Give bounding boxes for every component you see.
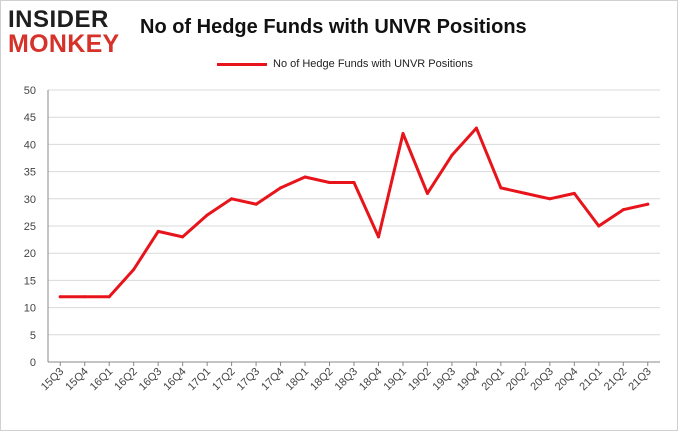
data-point	[523, 191, 527, 195]
x-tick-label: 18Q4	[357, 366, 385, 394]
y-tick-label: 35	[24, 167, 36, 179]
logo-text-bottom: MONKEY	[8, 30, 120, 58]
x-tick-label: 18Q1	[284, 366, 312, 394]
y-tick-label: 20	[24, 248, 36, 260]
x-tick-label: 16Q4	[161, 366, 189, 394]
x-tick-label: 18Q2	[308, 366, 336, 394]
data-point	[303, 175, 307, 179]
data-point	[58, 295, 62, 299]
x-tick-label: 17Q3	[235, 366, 263, 394]
x-tick-label: 19Q1	[382, 366, 410, 394]
x-tick-label: 17Q4	[259, 366, 287, 394]
y-tick-label: 30	[24, 194, 36, 206]
y-tick-label: 50	[24, 85, 36, 97]
x-tick-label: 15Q3	[39, 366, 67, 394]
data-point	[83, 295, 87, 299]
y-tick-label: 15	[24, 275, 36, 287]
x-tick-label: 16Q1	[88, 366, 116, 394]
data-point	[132, 268, 136, 272]
x-tick-label: 17Q1	[186, 366, 214, 394]
x-tick-label: 21Q3	[626, 366, 654, 394]
chart-title: No of Hedge Funds with UNVR Positions	[140, 16, 527, 38]
data-point	[352, 180, 356, 184]
y-tick-label: 5	[30, 330, 36, 342]
chart-legend: No of Hedge Funds with UNVR Positions	[217, 56, 473, 72]
x-tick-label: 20Q3	[528, 366, 556, 394]
x-tick-label: 21Q2	[602, 366, 630, 394]
data-point	[597, 224, 601, 228]
data-point	[328, 180, 332, 184]
x-tick-label: 16Q3	[137, 366, 165, 394]
data-point	[181, 235, 185, 239]
legend-label: No of Hedge Funds with UNVR Positions	[273, 58, 473, 70]
data-point	[450, 153, 454, 157]
x-tick-label: 21Q1	[577, 366, 605, 394]
x-tick-label: 19Q3	[431, 366, 459, 394]
data-point	[279, 186, 283, 190]
x-tick-label: 20Q2	[504, 366, 532, 394]
y-tick-label: 0	[30, 357, 36, 369]
data-point	[376, 235, 380, 239]
data-point	[254, 202, 258, 206]
data-point	[474, 126, 478, 130]
series-line	[58, 126, 650, 299]
data-point	[401, 132, 405, 136]
x-tick-label: 20Q4	[553, 366, 581, 394]
data-point	[156, 229, 160, 233]
logo-text-top: INSIDER	[8, 6, 109, 33]
y-tick-label: 45	[24, 112, 36, 124]
x-tick-label: 20Q1	[479, 366, 507, 394]
insider-monkey-logo: INSIDER MONKEY	[8, 6, 126, 58]
data-point	[425, 191, 429, 195]
data-point	[646, 202, 650, 206]
x-tick-label: 16Q2	[112, 366, 140, 394]
data-point	[621, 208, 625, 212]
data-point	[205, 213, 209, 217]
x-tick-label: 18Q3	[333, 366, 361, 394]
x-tick-label: 19Q4	[455, 366, 483, 394]
y-tick-label: 25	[24, 221, 36, 233]
x-tick-label: 17Q2	[210, 366, 238, 394]
data-point	[548, 197, 552, 201]
x-tick-label: 19Q2	[406, 366, 434, 394]
data-point	[572, 191, 576, 195]
y-tick-label: 10	[24, 303, 36, 315]
data-point	[230, 197, 234, 201]
x-tick-label: 15Q4	[63, 366, 91, 394]
data-point	[107, 295, 111, 299]
data-point	[499, 186, 503, 190]
y-tick-label: 40	[24, 139, 36, 151]
legend-swatch	[217, 62, 267, 66]
